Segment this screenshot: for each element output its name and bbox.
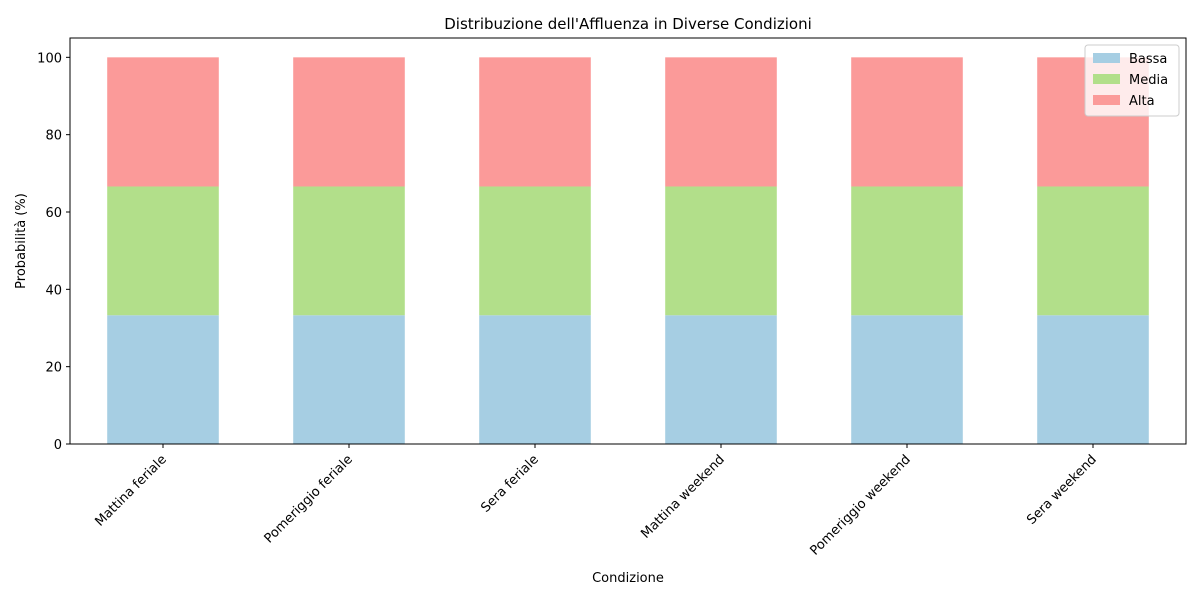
bar-bassa-2 bbox=[479, 315, 591, 444]
legend: Bassa Media Alta bbox=[1084, 44, 1180, 117]
bar-alta-1 bbox=[293, 57, 405, 187]
legend-swatch-alta bbox=[1093, 95, 1120, 105]
bar-media-2 bbox=[479, 186, 591, 316]
legend-label-alta: Alta bbox=[1129, 94, 1155, 109]
plot-frame bbox=[69, 37, 1187, 445]
bar-alta-4 bbox=[851, 57, 963, 187]
bar-alta-0 bbox=[107, 57, 219, 187]
bar-media-4 bbox=[851, 186, 963, 316]
bar-bassa-5 bbox=[1037, 315, 1149, 444]
bar-alta-3 bbox=[665, 57, 777, 187]
y-axis: 0 20 40 60 80 100 bbox=[37, 51, 70, 453]
y-tick-label: 100 bbox=[37, 51, 62, 66]
y-tick-label: 20 bbox=[45, 361, 62, 376]
x-tick-label: Pomeriggio feriale bbox=[262, 452, 356, 546]
y-tick-label: 80 bbox=[45, 129, 62, 144]
y-tick-label: 40 bbox=[45, 283, 62, 298]
legend-label-bassa: Bassa bbox=[1129, 52, 1167, 67]
x-axis: Mattina feriale Pomeriggio feriale Sera fe… bbox=[92, 444, 1100, 559]
bar-bassa-3 bbox=[665, 315, 777, 444]
y-tick-label: 60 bbox=[45, 206, 62, 221]
bar-bassa-0 bbox=[107, 315, 219, 444]
bar-alta-2 bbox=[479, 57, 591, 187]
bars-layer bbox=[107, 57, 1149, 444]
x-tick-label: Sera weekend bbox=[1024, 452, 1100, 528]
bar-media-0 bbox=[107, 186, 219, 316]
bar-media-5 bbox=[1037, 186, 1149, 316]
x-tick-label: Mattina feriale bbox=[92, 452, 169, 529]
bar-bassa-4 bbox=[851, 315, 963, 444]
bar-bassa-1 bbox=[293, 315, 405, 444]
y-axis-label: Probabilità (%) bbox=[14, 193, 29, 289]
x-tick-label: Pomeriggio weekend bbox=[808, 452, 914, 558]
x-tick-label: Sera feriale bbox=[478, 452, 542, 516]
legend-swatch-media bbox=[1093, 74, 1120, 84]
x-tick-label: Mattina weekend bbox=[638, 452, 727, 541]
legend-swatch-bassa bbox=[1093, 53, 1120, 63]
y-tick-label: 0 bbox=[54, 438, 62, 453]
bar-media-1 bbox=[293, 186, 405, 316]
legend-label-media: Media bbox=[1129, 73, 1168, 88]
chart-title: Distribuzione dell'Affluenza in Diverse … bbox=[444, 15, 812, 33]
x-axis-label: Condizione bbox=[592, 571, 664, 586]
bar-media-3 bbox=[665, 186, 777, 316]
